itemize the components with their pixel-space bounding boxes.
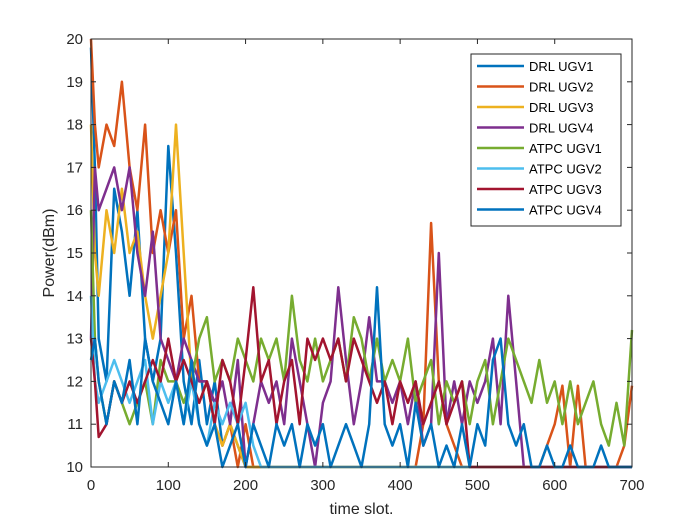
y-tick-label: 13 (66, 331, 83, 348)
y-tick-label: 17 (66, 159, 83, 176)
y-axis-label: Power(dBm) (41, 209, 58, 298)
x-tick-label: 400 (388, 477, 413, 494)
x-tick-label: 600 (542, 477, 567, 494)
x-tick-label: 300 (310, 477, 335, 494)
y-tick-label: 10 (66, 459, 83, 476)
series-line-8 (89, 285, 632, 469)
x-tick-label: 100 (156, 477, 181, 494)
legend-label: ATPC UGV2 (529, 162, 602, 177)
legend-label: ATPC UGV1 (529, 141, 602, 156)
y-tick-label: 15 (66, 245, 83, 262)
y-tick-label: 16 (66, 202, 83, 219)
x-tick-label: 200 (233, 477, 258, 494)
y-tick-label: 14 (66, 288, 83, 305)
legend-label: DRL UGV1 (529, 59, 594, 74)
x-tick-label: 700 (619, 477, 644, 494)
legend-label: DRL UGV3 (529, 100, 594, 115)
x-tick-label: 0 (87, 477, 95, 494)
legend-label: ATPC UGV4 (529, 203, 602, 218)
legend-label: DRL UGV4 (529, 121, 594, 136)
legend-label: ATPC UGV3 (529, 182, 602, 197)
y-tick-label: 12 (66, 373, 83, 390)
y-tick-label: 18 (66, 117, 83, 134)
series-line-7 (89, 285, 632, 469)
y-tick-label: 11 (67, 416, 83, 433)
y-tick-label: 19 (66, 74, 83, 91)
series-line-3 (89, 123, 632, 469)
axis-ticks: 0 100 200 300 400 500 600 700 10 11 12 13 14 15 16 17 18… (66, 31, 644, 494)
x-tick-label: 500 (465, 477, 490, 494)
legend-label: DRL UGV2 (529, 80, 594, 95)
x-axis-label: time slot. (329, 501, 393, 518)
legend-box (470, 53, 622, 227)
y-tick-label: 20 (66, 31, 83, 48)
legend: DRL UGV1 DRL UGV2 DRL UGV3 DRL UGV4 ATPC UGV… (470, 53, 622, 227)
